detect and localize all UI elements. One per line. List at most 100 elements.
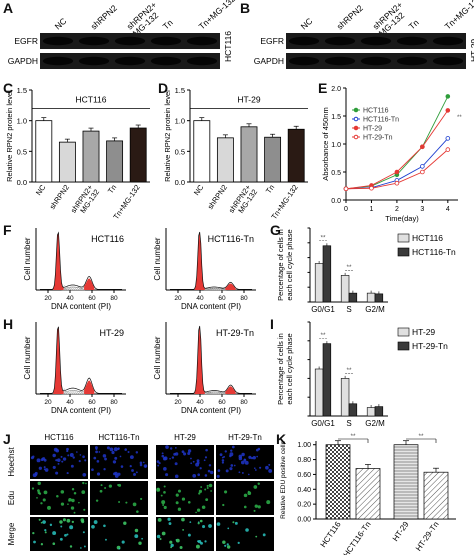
- micro-j-cell-dot: [233, 464, 236, 467]
- micro-j-cell-dot: [42, 520, 46, 524]
- micro-j-cell-dot: [223, 455, 226, 458]
- chart-i-legend-label-0: HT-29: [412, 327, 435, 337]
- flow-f-histogram-outline-1: [170, 231, 252, 290]
- micro-j-image-0-2: [156, 445, 214, 479]
- flow-h-s-phase-hatch: [207, 392, 212, 395]
- flow-h-s-phase-hatch: [213, 391, 218, 395]
- flow-f-s-phase-hatch: [79, 287, 84, 291]
- micro-j-cell-dot: [196, 461, 200, 465]
- micro-j-cell-dot: [135, 471, 138, 474]
- micro-j-cell-dot: [125, 501, 128, 504]
- flow-h-s-phase-hatch: [209, 392, 214, 395]
- chart-c-cat-label-0: NC: [34, 183, 48, 198]
- micro-j-cell-dot: [243, 493, 248, 498]
- chart-e-point-3-0: [343, 186, 349, 192]
- micro-j-cell-dot: [67, 454, 70, 457]
- chart-k-edu-positive: 0.00 0.20 0.40 0.60 0.80 1.00 Relative EDU pos…: [280, 433, 456, 555]
- micro-j-cell-dot: [108, 484, 112, 488]
- chart-i-sig-0: **: [320, 332, 326, 339]
- blot-a-band-0-2: [114, 36, 146, 46]
- micro-j-cell-dot: [66, 518, 71, 523]
- micro-j-cell-dot: [216, 474, 220, 478]
- blot-b-band-1-0: [288, 56, 320, 66]
- micro-j-cell-dot: [226, 543, 229, 546]
- blot-a-band-0-1: [78, 36, 110, 46]
- chart-k-y-tick-label: 0.00: [297, 517, 311, 524]
- micro-j-cell-dot: [81, 520, 85, 524]
- blot-b-lane-label-group: shRPN2: [335, 3, 365, 32]
- blot-a-lane-label-1: shRPN2: [89, 3, 119, 32]
- chart-c-cat-label-2: shRPN2+MG-132: [69, 182, 102, 219]
- micro-j-cell-dot: [138, 541, 142, 545]
- flow-f-s-phase-hatch: [65, 287, 69, 291]
- blot-b-band-0-2: [360, 36, 392, 46]
- micro-j-cell-dot: [38, 466, 42, 470]
- chart-e-x-tick-label: 0: [344, 206, 348, 213]
- flow-h-x-tick-label: 60: [218, 399, 226, 406]
- micro-j-cell-dot: [175, 538, 180, 543]
- micro-j-cell-dot: [31, 487, 35, 490]
- micro-j-cell-dot: [187, 533, 191, 537]
- micro-j-cell-dot: [52, 542, 56, 546]
- chart-c-cat-label-0-line: NC: [34, 183, 48, 198]
- blot-b-cell-line: HT-29: [469, 39, 474, 62]
- chart-d-y-tick-label: 1.0: [175, 117, 185, 126]
- micro-j-cell-dot: [257, 482, 260, 485]
- chart-d-bar-3: [264, 136, 282, 183]
- micro-j-cell-dot: [135, 451, 139, 454]
- micro-j-cell-dot: [56, 458, 61, 462]
- chart-i-ylabel-group: Percentage of cells ineach cell cycle ph…: [276, 333, 294, 405]
- chart-i-legend-swatch-0: [397, 327, 410, 337]
- micro-j-cell-dot: [222, 503, 225, 507]
- blot-a-row-label-1: GAPDH: [8, 56, 38, 66]
- micro-j-cell-dot: [156, 487, 161, 492]
- flow-h-g1-peak-0: [53, 326, 64, 394]
- blot-a-band-1-3: [150, 56, 182, 66]
- micro-j-cell-dot: [238, 456, 243, 461]
- chart-k-cat-label-0: HCT116: [319, 520, 343, 550]
- micro-j-cell-dot: [78, 460, 81, 463]
- flow-f-s-phase-hatch: [209, 288, 214, 291]
- micro-j-cell-dot: [163, 491, 166, 494]
- micro-j-cell-dot: [52, 531, 57, 536]
- chart-i-cat-label-0: G0/G1: [311, 419, 335, 428]
- micro-j-cell-dot: [55, 449, 60, 453]
- chart-e-x-tick-label: 4: [446, 206, 450, 213]
- micro-j-cell-dot: [43, 490, 48, 495]
- chart-c-cat-label-1-line: shRPN2: [48, 183, 71, 211]
- chart-g-legend-swatch-0: [397, 233, 410, 243]
- flow-h-histogram-outline-1: [170, 325, 252, 394]
- chart-c-bar-2: [82, 130, 100, 183]
- micro-j-cell-dot: [195, 511, 197, 514]
- micro-j-cell-dot: [40, 521, 43, 524]
- micro-j-cell-dot: [99, 489, 103, 493]
- chart-c-y-tick-label: 0.5: [17, 147, 27, 156]
- micro-j-cell-dot: [182, 529, 185, 531]
- blot-a-lane-label-0: NC: [53, 16, 69, 32]
- micro-j-cell-dot: [156, 534, 161, 539]
- micro-j-cell-dot: [62, 518, 66, 522]
- micro-j-cell-dot: [123, 521, 127, 525]
- micro-j-cell-dot: [257, 505, 261, 509]
- blot-a-row-label-0: EGFR: [14, 36, 38, 46]
- edu-micrographs-j: HCT116 HCT116-Tn HT-29 HT-29-Tn Hoechst Edu Me…: [7, 433, 274, 551]
- blot-b-lane-label-group: shRPN2+MG-132: [371, 0, 407, 38]
- flow-f-s-phase-hatch: [69, 287, 73, 291]
- chart-g-ylabel-line: Percentage of cells in: [276, 229, 285, 301]
- micro-j-cell-dot: [117, 447, 120, 451]
- micro-j-cell-dot: [71, 498, 75, 503]
- micro-j-cell-dot: [199, 467, 202, 470]
- chart-k-ylabel-group: Relative EDU positive cells: [280, 440, 287, 518]
- micro-j-cell-dot: [35, 473, 38, 476]
- micro-j-cell-dot: [230, 449, 233, 452]
- chart-g-bar-0-0: [314, 263, 324, 303]
- micro-j-cell-dot: [241, 472, 244, 474]
- chart-c-cat-label-group: shRPN2: [48, 183, 71, 211]
- blot-a-band-1-1: [78, 56, 110, 66]
- micro-j-cell-dot: [95, 499, 99, 502]
- chart-k-bar-1: [355, 468, 381, 520]
- blot-a-lane-label-2: shRPN2+MG-132: [125, 0, 165, 38]
- blot-b-lane-label-0: NC: [299, 16, 315, 32]
- micro-j-cell-dot: [104, 457, 107, 461]
- chart-c-bar-4: [129, 127, 147, 183]
